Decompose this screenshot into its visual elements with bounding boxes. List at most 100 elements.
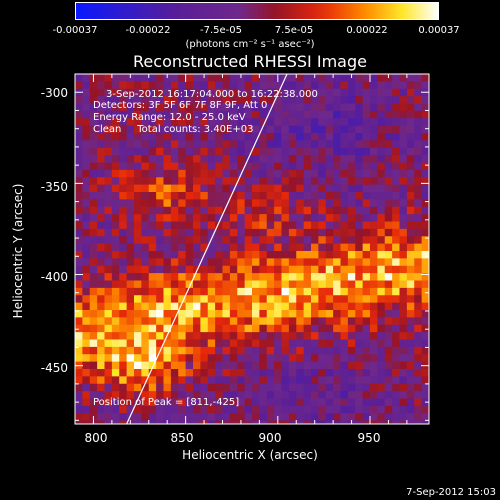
heatmap-cell <box>75 310 83 318</box>
heatmap-cell <box>82 273 91 282</box>
annotation-energy-range: Energy Range: 12.0 - 25.0 keV <box>93 112 246 123</box>
heatmap-cell <box>370 369 378 377</box>
heatmap-cell <box>207 317 216 326</box>
heatmap-cell <box>89 133 98 141</box>
heatmap-cell <box>370 413 378 422</box>
heatmap-cell <box>370 295 378 304</box>
heatmap-cell <box>222 354 231 363</box>
heatmap-cell <box>244 354 253 363</box>
heatmap-cell <box>156 74 165 82</box>
heatmap-cell <box>222 88 231 97</box>
heatmap-cell <box>75 265 83 274</box>
heatmap-cell <box>82 265 91 274</box>
heatmap-cell <box>111 147 120 156</box>
heatmap-cell <box>370 258 378 267</box>
heatmap-cell <box>399 251 408 259</box>
heatmap-cell <box>193 420 201 424</box>
heatmap-cell <box>104 332 113 341</box>
heatmap-cell <box>170 376 179 385</box>
heatmap-cell <box>288 273 297 282</box>
heatmap-cell <box>119 398 128 407</box>
heatmap-cell <box>200 147 209 156</box>
heatmap-cell <box>215 236 224 245</box>
heatmap-cell <box>303 287 312 296</box>
heatmap-cell <box>215 369 224 377</box>
heatmap-cell <box>222 302 231 311</box>
heatmap-cell <box>170 96 179 105</box>
heatmap-cell <box>156 339 165 348</box>
heatmap-cell <box>193 88 201 97</box>
heatmap-cell <box>340 354 349 363</box>
heatmap-cell <box>318 214 327 223</box>
heatmap-cell <box>399 118 408 127</box>
heatmap-cell <box>97 169 106 178</box>
heatmap-cell <box>156 236 165 245</box>
heatmap-cell <box>97 405 106 414</box>
heatmap-cell <box>244 169 253 178</box>
heatmap-cell <box>259 243 268 252</box>
heatmap-cell <box>229 265 238 274</box>
heatmap-cell <box>119 206 128 215</box>
annotation-detectors: Detectors: 3F 5F 6F 7F 8F 9F, Att 0 <box>93 100 268 111</box>
heatmap-cell <box>126 258 135 267</box>
heatmap-cell <box>355 236 364 245</box>
heatmap-cell <box>340 413 349 422</box>
heatmap-cell <box>237 133 246 141</box>
heatmap-cell <box>126 133 135 141</box>
heatmap-cell <box>347 265 356 274</box>
heatmap-cell <box>222 280 231 289</box>
heatmap-cell <box>126 118 135 127</box>
heatmap-cell <box>311 221 319 230</box>
heatmap-cell <box>244 405 253 414</box>
heatmap-cell <box>134 317 142 326</box>
heatmap-cell <box>156 302 165 311</box>
heatmap-cell <box>244 118 253 127</box>
heatmap-cell <box>75 169 83 178</box>
heatmap-cell <box>421 147 429 156</box>
heatmap-cell <box>303 280 312 289</box>
heatmap-cell <box>119 332 128 341</box>
heatmap-cell <box>311 383 319 392</box>
heatmap-cell <box>318 420 327 424</box>
heatmap-cell <box>252 74 260 82</box>
heatmap-cell <box>296 258 305 267</box>
heatmap-cell <box>229 273 238 282</box>
heatmap-cell <box>229 162 238 171</box>
heatmap-cell <box>141 74 150 82</box>
heatmap-cell <box>163 192 172 200</box>
heatmap-cell <box>126 88 135 97</box>
heatmap-cell <box>355 228 364 237</box>
heatmap-cell <box>303 295 312 304</box>
heatmap-cell <box>274 243 283 252</box>
heatmap-cell <box>259 324 268 333</box>
heatmap-cell <box>207 287 216 296</box>
heatmap-cell <box>259 184 268 193</box>
heatmap-cell <box>421 273 429 282</box>
heatmap-cell <box>126 206 135 215</box>
heatmap-cell <box>148 184 157 193</box>
heatmap-cell <box>384 88 393 97</box>
heatmap-cell <box>355 199 364 208</box>
heatmap-cell <box>134 339 142 348</box>
heatmap-cell <box>311 369 319 377</box>
heatmap-cell <box>200 162 209 171</box>
heatmap-cell <box>333 302 342 311</box>
heatmap-cell <box>347 376 356 385</box>
heatmap-cell <box>296 346 305 355</box>
heatmap-cell <box>244 81 253 90</box>
heatmap-cell <box>259 162 268 171</box>
heatmap-cell <box>111 376 120 385</box>
heatmap-cell <box>377 214 386 223</box>
heatmap-cell <box>141 265 150 274</box>
heatmap-cell <box>215 280 224 289</box>
heatmap-cell <box>134 125 142 134</box>
heatmap-cell <box>325 214 334 223</box>
heatmap-cell <box>244 243 253 252</box>
heatmap-cell <box>229 391 238 400</box>
heatmap-cell <box>207 214 216 223</box>
heatmap-cell <box>229 169 238 178</box>
heatmap-cell <box>104 243 113 252</box>
heatmap-cell <box>392 199 401 208</box>
heatmap-cell <box>170 214 179 223</box>
heatmap-cell <box>340 258 349 267</box>
